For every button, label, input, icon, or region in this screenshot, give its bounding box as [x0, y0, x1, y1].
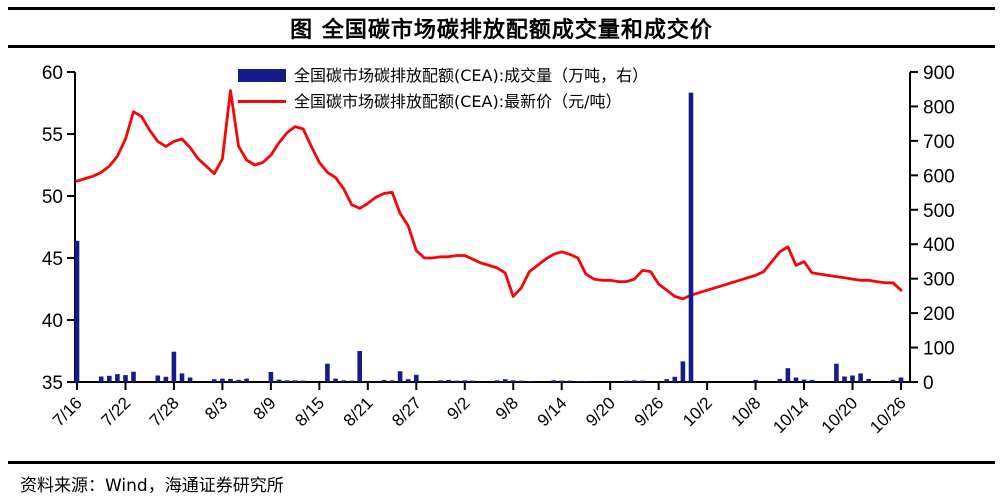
svg-text:800: 800 [923, 97, 955, 118]
svg-text:100: 100 [923, 339, 955, 360]
legend-item-price: 全国碳市场碳排放配额(CEA):最新价（元/吨） [238, 92, 648, 111]
svg-text:500: 500 [923, 201, 955, 222]
svg-text:300: 300 [923, 270, 955, 291]
svg-text:9/8: 9/8 [492, 393, 522, 423]
chart-legend: 全国碳市场碳排放配额(CEA):成交量（万吨，右） 全国碳市场碳排放配额(CEA… [238, 66, 648, 111]
svg-text:55: 55 [42, 125, 63, 146]
svg-text:10/14: 10/14 [769, 393, 813, 437]
svg-text:400: 400 [923, 235, 955, 256]
svg-text:10/20: 10/20 [818, 393, 862, 437]
svg-text:7/16: 7/16 [49, 393, 86, 430]
svg-text:900: 900 [923, 63, 955, 84]
svg-text:700: 700 [923, 132, 955, 153]
svg-text:60: 60 [42, 63, 63, 84]
svg-text:7/28: 7/28 [146, 393, 183, 430]
svg-text:8/21: 8/21 [340, 393, 377, 430]
svg-text:9/14: 9/14 [534, 393, 571, 430]
legend-item-volume: 全国碳市场碳排放配额(CEA):成交量（万吨，右） [238, 66, 648, 85]
svg-text:9/2: 9/2 [443, 393, 473, 423]
svg-text:50: 50 [42, 187, 63, 208]
bar-swatch-icon [238, 69, 286, 82]
svg-text:8/3: 8/3 [201, 393, 231, 423]
svg-text:600: 600 [923, 166, 955, 187]
svg-text:45: 45 [42, 249, 63, 270]
svg-text:10/2: 10/2 [679, 393, 716, 430]
svg-text:0: 0 [923, 373, 934, 394]
svg-text:8/9: 8/9 [250, 393, 280, 423]
top-rule [8, 7, 995, 10]
svg-text:10/26: 10/26 [866, 393, 910, 437]
svg-text:9/20: 9/20 [582, 393, 619, 430]
chart-title: 图 全国碳市场碳排放配额成交量和成交价 [290, 18, 713, 43]
line-swatch-icon [238, 100, 286, 103]
bottom-rule [8, 461, 995, 464]
title-rule [8, 45, 995, 48]
svg-text:8/27: 8/27 [388, 393, 425, 430]
svg-text:9/26: 9/26 [631, 393, 668, 430]
svg-text:200: 200 [923, 304, 955, 325]
svg-text:35: 35 [42, 373, 63, 394]
svg-text:40: 40 [42, 311, 63, 332]
svg-text:7/22: 7/22 [97, 393, 134, 430]
svg-text:10/8: 10/8 [728, 393, 765, 430]
svg-text:8/15: 8/15 [291, 393, 328, 430]
source-text: 资料来源：Wind，海通证券研究所 [20, 476, 284, 496]
legend-label-volume: 全国碳市场碳排放配额(CEA):成交量（万吨，右） [294, 66, 649, 85]
legend-label-price: 全国碳市场碳排放配额(CEA):最新价（元/吨） [294, 92, 622, 111]
